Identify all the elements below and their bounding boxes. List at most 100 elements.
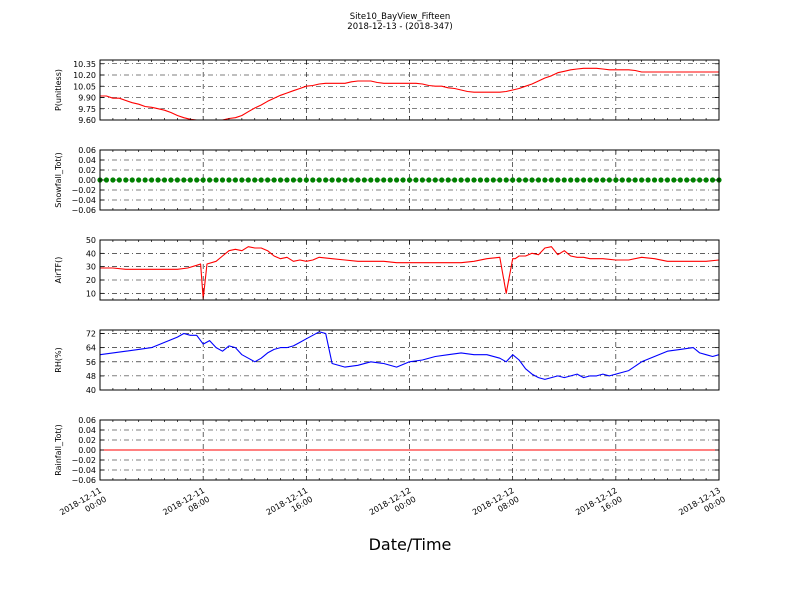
data-point: [374, 177, 380, 183]
data-point: [439, 177, 445, 183]
data-point: [400, 177, 406, 183]
data-point: [329, 177, 335, 183]
data-point: [677, 177, 683, 183]
y-tick-label: −0.02: [71, 456, 96, 465]
x-axis-label: Date/Time: [369, 535, 452, 554]
data-point: [697, 177, 703, 183]
data-point: [529, 177, 535, 183]
data-point: [110, 177, 116, 183]
data-point: [684, 177, 690, 183]
data-point: [651, 177, 658, 183]
data-point: [587, 177, 593, 183]
data-point: [458, 177, 464, 183]
y-tick-label: 48: [86, 372, 96, 381]
data-point: [355, 177, 361, 183]
y-tick-label: 0.00: [78, 176, 96, 185]
data-point: [568, 177, 574, 183]
data-point: [303, 177, 309, 183]
chart-panel-2: −0.06−0.04−0.020.000.020.040.06 Snowfall_…: [54, 146, 722, 215]
data-point: [484, 177, 490, 183]
data-point: [535, 177, 542, 183]
data-point: [432, 177, 438, 183]
data-point: [555, 177, 561, 183]
data-point: [213, 177, 219, 183]
figure-title: Site10_BayView_Fifteen: [350, 12, 451, 22]
y-tick-label: −0.06: [71, 206, 96, 215]
data-point: [561, 177, 567, 183]
data-point: [690, 177, 696, 183]
data-point: [142, 177, 148, 183]
series-line: [99, 331, 720, 380]
series-line: [100, 246, 720, 300]
y-tick-label: 0.04: [78, 156, 96, 165]
data-point: [464, 177, 471, 183]
data-point: [207, 177, 213, 183]
data-point: [593, 177, 600, 183]
y-axis-label: AirTF(): [54, 257, 63, 284]
chart-panels: 9.60 9.75 9.90 10.05 10.20 10.35 P(unitless) −0…: [54, 59, 722, 485]
y-tick-label: 0.02: [78, 166, 96, 175]
data-point: [335, 177, 342, 183]
chart-panel-1: 9.60 9.75 9.90 10.05 10.20 10.35 P(unitless): [54, 59, 720, 125]
y-tick-label: 0.06: [78, 146, 96, 155]
y-tick-label: 10.20: [73, 71, 96, 80]
data-point: [413, 177, 419, 183]
y-tick-label: 20: [86, 276, 96, 285]
data-point: [316, 177, 322, 183]
data-point: [342, 177, 348, 183]
y-tick-label: 0.02: [78, 436, 96, 445]
data-point: [503, 177, 509, 183]
data-point: [290, 177, 297, 183]
data-point: [580, 177, 587, 183]
data-point: [265, 177, 271, 183]
data-point: [181, 177, 187, 183]
data-point: [613, 177, 619, 183]
data-point: [406, 177, 413, 183]
y-tick-label: 40: [86, 386, 96, 395]
data-point: [471, 177, 477, 183]
y-tick-label: −0.04: [71, 196, 96, 205]
data-point: [426, 177, 432, 183]
data-point: [619, 177, 625, 183]
y-tick-label: −0.06: [71, 476, 96, 485]
data-point: [522, 177, 529, 183]
data-point: [194, 177, 200, 183]
data-point: [271, 177, 277, 183]
data-point: [381, 177, 387, 183]
chart-panel-4: 40 48 56 64 72 RH(%): [54, 329, 720, 395]
data-point: [490, 177, 496, 183]
data-point: [394, 177, 400, 183]
data-point: [497, 177, 503, 183]
y-tick-label: 9.60: [78, 116, 96, 125]
y-axis-label: RH(%): [54, 347, 63, 372]
y-tick-label: 30: [86, 263, 96, 272]
chart-panel-5: −0.06−0.04−0.020.000.020.040.06 Rainfall_…: [54, 416, 720, 485]
y-tick-label: 0.04: [78, 426, 96, 435]
data-point: [239, 177, 245, 183]
data-point: [709, 177, 716, 183]
data-point: [226, 177, 232, 183]
y-tick-label: 40: [86, 249, 96, 258]
data-point: [252, 177, 258, 183]
y-tick-label: 10: [86, 289, 96, 298]
data-point: [368, 177, 374, 183]
data-point: [161, 177, 168, 183]
data-point: [323, 177, 329, 183]
y-tick-label: 10.05: [73, 82, 96, 91]
y-tick-label: 64: [86, 344, 96, 353]
data-point: [155, 177, 161, 183]
data-point: [445, 177, 451, 183]
data-point: [174, 177, 180, 183]
data-point: [548, 177, 554, 183]
y-tick-label: 0.06: [78, 416, 96, 425]
chart-panel-3: 10 20 30 40 50 AirTF(): [54, 236, 720, 301]
data-point: [219, 177, 226, 183]
data-point: [452, 177, 458, 183]
data-point: [626, 177, 632, 183]
data-point: [703, 177, 709, 183]
data-point: [510, 177, 516, 183]
y-tick-label: −0.04: [71, 466, 96, 475]
y-tick-label: −0.02: [71, 186, 96, 195]
data-point: [348, 177, 355, 183]
